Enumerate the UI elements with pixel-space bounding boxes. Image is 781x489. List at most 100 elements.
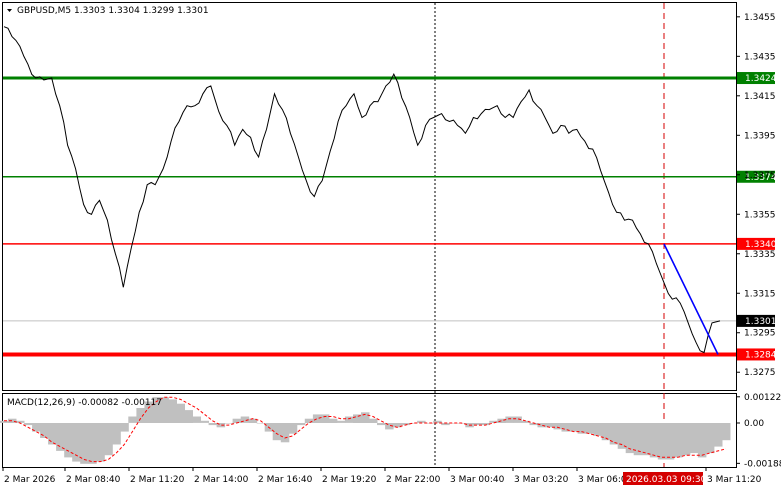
macd-tick-label: 0.00122 <box>744 393 781 403</box>
macd-histogram-bar <box>561 423 570 432</box>
macd-histogram-bar <box>176 403 185 423</box>
level-price-tag <box>737 237 775 250</box>
macd-histogram-bar <box>72 423 81 462</box>
price-tick-label: 1.3275 <box>744 368 776 378</box>
macd-histogram-bar <box>385 423 394 430</box>
macd-histogram-bar <box>304 418 314 423</box>
time-tick-label: 2 Mar 16:40 <box>258 475 313 485</box>
macd-histogram-bar <box>56 423 65 451</box>
macd-histogram-bar <box>569 423 579 432</box>
macd-panel-frame <box>2 393 737 468</box>
macd-histogram-bar <box>649 423 659 458</box>
macd-histogram-bar <box>8 418 17 423</box>
macd-histogram-bar <box>473 423 482 426</box>
macd-histogram-bar <box>665 423 675 460</box>
macd-histogram-bar <box>24 423 33 426</box>
macd-histogram-bar <box>112 423 121 445</box>
macd-histogram-bar <box>216 423 226 428</box>
macd-histogram-bar <box>577 423 587 434</box>
macd-histogram-bar <box>328 418 338 423</box>
macd-histogram-bar <box>545 423 554 428</box>
macd-histogram-bar <box>585 423 595 434</box>
price-series <box>3 26 721 354</box>
price-tick-label: 1.3335 <box>744 250 776 260</box>
macd-histogram-bar <box>184 410 193 423</box>
macd-histogram-bar <box>232 418 242 423</box>
level-price-label: 1.3424 <box>745 74 777 84</box>
macd-histogram-bar <box>320 414 330 423</box>
level-price-tag <box>737 348 775 361</box>
macd-histogram-bar <box>601 423 611 441</box>
time-tick-label: 3 Mar 11:20 <box>707 475 762 485</box>
macd-histogram-bar <box>697 423 707 458</box>
macd-histogram-bar <box>681 423 691 456</box>
macd-histogram-bar <box>48 423 57 445</box>
macd-histogram-bar <box>633 423 643 456</box>
macd-histogram-bar <box>64 423 73 458</box>
macd-histogram-bar <box>657 423 667 460</box>
time-tick-label: 2 Mar 22:00 <box>386 475 441 485</box>
price-tick-label: 1.3455 <box>744 13 776 23</box>
trend-line[interactable] <box>663 243 719 355</box>
time-tick-label: 2 Mar 19:20 <box>322 475 377 485</box>
macd-histogram-bar <box>449 423 458 424</box>
level-price-label: 1.3374 <box>745 173 777 183</box>
macd-histogram-bar <box>353 414 362 423</box>
macd-histogram-bar <box>553 423 562 430</box>
macd-histogram-bar <box>144 401 153 423</box>
current-time-tag <box>623 472 703 485</box>
macd-histogram-bar <box>344 416 354 423</box>
macd-histogram-bar <box>288 423 298 434</box>
macd-histogram-bar <box>88 423 97 464</box>
macd-histogram-bar <box>409 423 418 424</box>
macd-histogram-bar <box>641 423 651 456</box>
macd-histogram-bar <box>481 423 490 426</box>
macd-histogram-bar <box>377 423 386 426</box>
price-line <box>3 26 721 354</box>
current-time-label: 2026.03.03 09:30 <box>626 475 707 485</box>
macd-histogram-bar <box>248 418 258 423</box>
symbol-header: GBPUSD,M5 1.3303 1.3304 1.3299 1.3301 <box>17 6 209 16</box>
macd-histogram-bar <box>0 420 9 423</box>
macd-histogram-bar <box>441 423 450 426</box>
macd-histogram-bar <box>16 420 25 423</box>
macd-histogram-bar <box>417 420 426 423</box>
macd-histogram-bar <box>152 397 161 423</box>
macd-histogram-bar <box>609 423 619 445</box>
macd-histogram-bar <box>32 423 41 432</box>
macd-histogram-bar <box>160 397 169 423</box>
macd-tick-label: 0.00 <box>744 419 764 429</box>
time-tick-label: 2 Mar 14:00 <box>194 475 249 485</box>
macd-histogram-bar <box>256 423 266 424</box>
macd-histogram-bar <box>689 423 699 454</box>
level-price-label: 1.3340 <box>745 240 777 250</box>
macd-histogram-bar <box>401 423 410 426</box>
macd-histogram-bar <box>128 416 137 423</box>
macd-histogram-bar <box>80 423 89 464</box>
macd-histogram-bar <box>505 416 514 423</box>
macd-histogram-bar <box>714 423 723 447</box>
macd-title: MACD(12,26,9) -0.00082 -0.00117 <box>7 398 162 408</box>
macd-signal-line <box>4 396 727 463</box>
price-tick-label: 1.3295 <box>744 329 776 339</box>
main-panel-frame <box>2 2 737 391</box>
macd-histogram-bar <box>104 423 113 456</box>
price-tick-label: 1.3355 <box>744 210 776 220</box>
macd-histogram-bar <box>336 420 346 423</box>
macd-histogram-bar <box>705 423 715 454</box>
macd-histogram-bar <box>168 399 177 423</box>
current-price-label: 1.3301 <box>745 317 777 327</box>
macd-histogram-bar <box>312 414 322 423</box>
price-axis: 1.3455 1.3435 1.3415 1.3395 1.3375 1.3355 1.33… <box>736 13 776 378</box>
price-tick-label: 1.3375 <box>744 171 776 181</box>
macd-histogram-bar <box>240 416 250 423</box>
level-price-tag <box>737 72 775 85</box>
macd-histogram-bar <box>489 420 498 423</box>
macd-histogram-bar <box>208 423 218 426</box>
macd-histogram-bar <box>136 408 145 423</box>
macd-histogram-bar <box>200 420 209 423</box>
price-tick-label: 1.3395 <box>744 131 776 141</box>
macd-histogram-bar <box>433 420 442 423</box>
triangle-down-icon[interactable] <box>7 9 12 12</box>
